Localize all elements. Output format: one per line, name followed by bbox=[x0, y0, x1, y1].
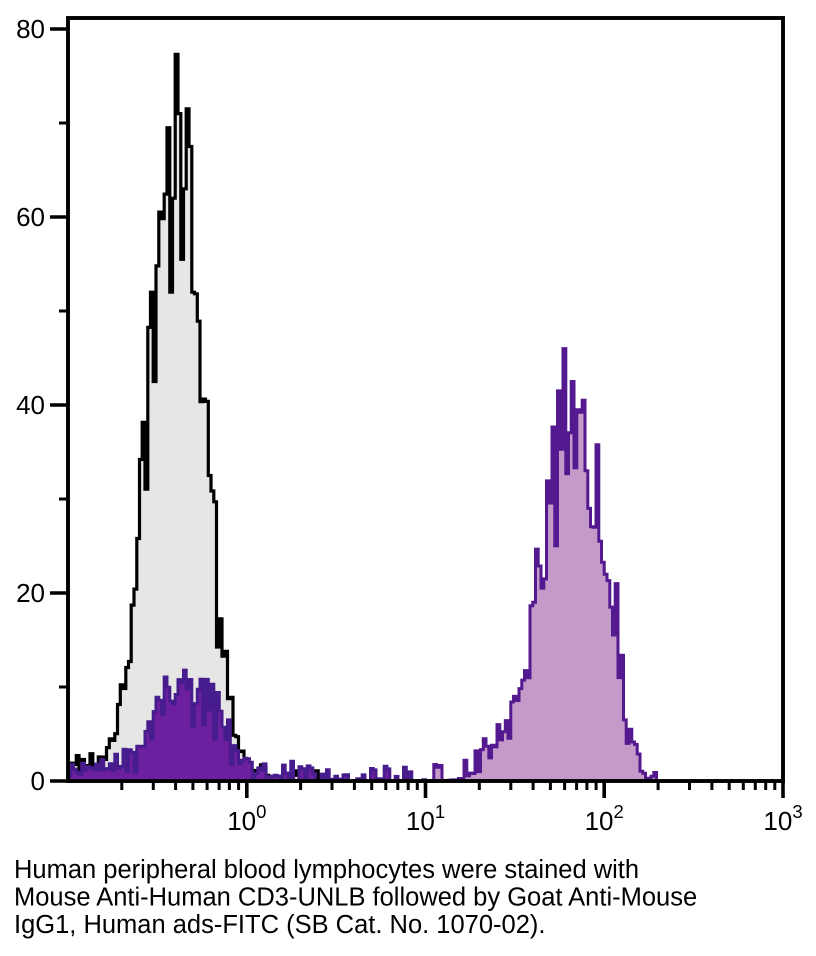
svg-text:IgG1, Human ads-FITC (SB Cat.: IgG1, Human ads-FITC (SB Cat. No. 1070-0… bbox=[14, 911, 545, 939]
svg-text:20: 20 bbox=[16, 578, 45, 608]
svg-text:Human peripheral blood lymphoc: Human peripheral blood lymphocytes were … bbox=[14, 856, 639, 884]
svg-text:Mouse Anti-Human CD3-UNLB foll: Mouse Anti-Human CD3-UNLB followed by Go… bbox=[14, 884, 697, 912]
svg-text:80: 80 bbox=[16, 14, 45, 44]
svg-text:40: 40 bbox=[16, 390, 45, 420]
svg-text:60: 60 bbox=[16, 202, 45, 232]
svg-text:103: 103 bbox=[763, 801, 802, 836]
svg-text:0: 0 bbox=[31, 766, 45, 796]
